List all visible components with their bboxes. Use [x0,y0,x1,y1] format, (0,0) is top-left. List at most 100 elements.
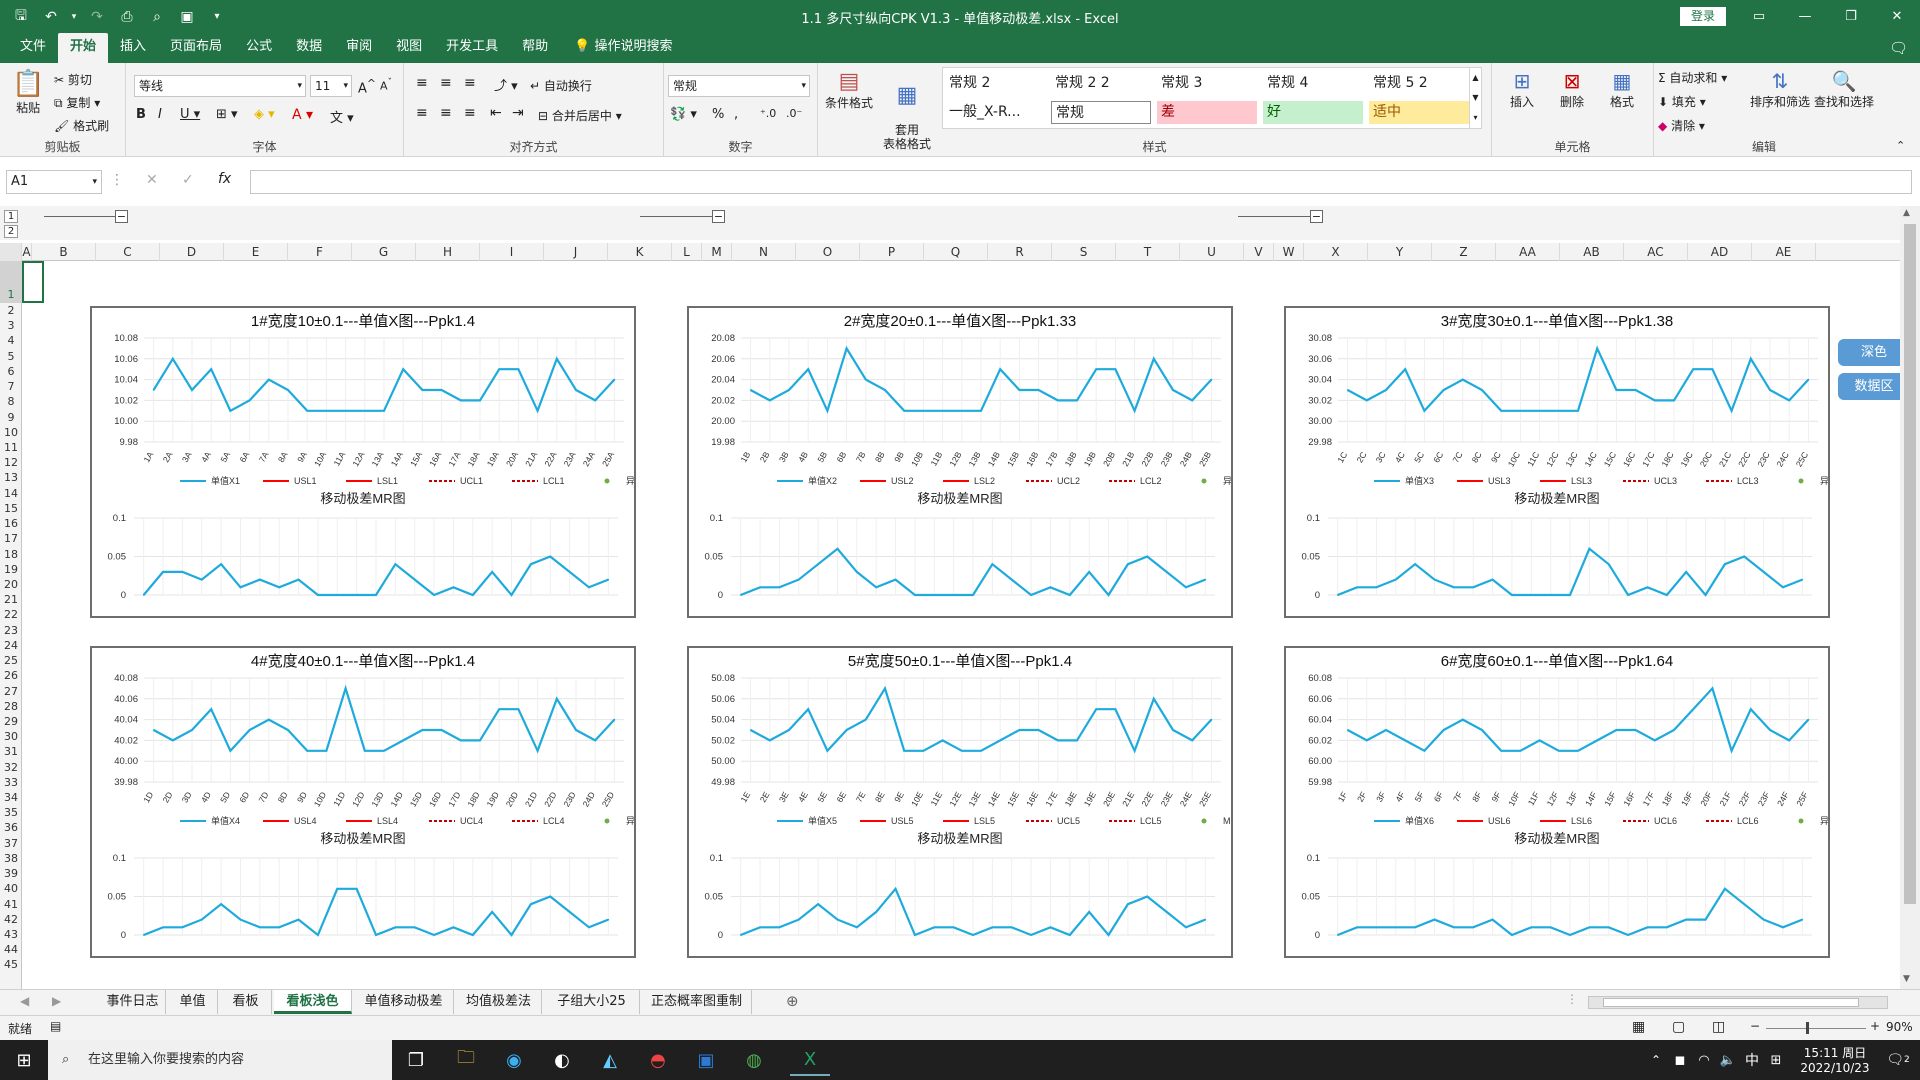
col-header-D[interactable]: D [160,243,224,261]
percent-icon[interactable]: % [712,107,725,122]
row-header-35[interactable]: 35 [4,806,18,820]
row-header-27[interactable]: 27 [4,684,18,698]
style-cell-normal[interactable]: 常规 [1051,101,1151,124]
row-header-7[interactable]: 7 [7,380,15,394]
col-header-U[interactable]: U [1180,243,1244,261]
row-header-25[interactable]: 25 [4,654,18,668]
row-header-3[interactable]: 3 [7,319,15,333]
tab-home[interactable]: 开始 [58,33,109,63]
tab-help[interactable]: 帮助 [522,39,549,54]
col-header-V[interactable]: V [1244,243,1274,261]
row-header-34[interactable]: 34 [4,791,18,805]
tab-developer[interactable]: 开发工具 [446,39,499,54]
fill-color-icon[interactable]: ◈ ▾ [254,107,275,122]
sheet-tab-2[interactable]: 单值 [168,990,218,1014]
prev-sheet-icon[interactable]: ◀ [20,994,30,1008]
paste-button[interactable]: 📋 粘贴 [12,69,44,116]
row-header-23[interactable]: 23 [4,623,18,637]
col-header-X[interactable]: X [1304,243,1368,261]
insert-function-icon[interactable]: fx [218,171,232,187]
row-header-41[interactable]: 41 [4,897,18,911]
font-size-select[interactable]: 11 ▾ [310,75,352,97]
style-cell-5[interactable]: 常规 5 2 [1369,72,1469,95]
tab-page-layout[interactable]: 页面布局 [170,39,223,54]
select-all-corner[interactable] [0,243,22,261]
comments-icon[interactable]: 🗨 [1888,39,1908,57]
font-color-icon[interactable]: A ▾ [292,107,314,123]
sheet-tab-3[interactable]: 看板 [220,990,272,1014]
row-header-5[interactable]: 5 [7,349,15,363]
sheet-tab-5[interactable]: 单值移动极差 [354,990,454,1014]
increase-decimal-icon[interactable]: ⁺.0 [760,107,777,120]
zoom-slider-thumb[interactable] [1806,1022,1809,1034]
insert-cells-button[interactable]: ⊞ 插入 [1502,69,1542,110]
confirm-entry-icon[interactable]: ✓ [182,172,194,188]
more-options-icon[interactable]: ⋮ [110,172,124,188]
chart-2[interactable]: 2#宽度20±0.1---单值X图---Ppk1.33 19.98 20.00 20.… [687,306,1256,618]
row-header-12[interactable]: 12 [4,456,18,470]
ime-indicator[interactable]: 中 [1745,1053,1759,1069]
align-left-icon[interactable]: ≡ [416,105,428,121]
row-header-45[interactable]: 45 [4,958,18,972]
col-header-F[interactable]: F [288,243,352,261]
font-name-select[interactable]: 等线 ▾ [134,75,306,97]
tell-me-search[interactable]: 💡 操作说明搜索 [574,33,672,63]
row-header-16[interactable]: 16 [4,517,18,531]
autosum-button[interactable]: Σ 自动求和 ▾ [1658,71,1728,85]
align-right-icon[interactable]: ≡ [464,105,476,121]
col-header-AB[interactable]: AB [1560,243,1624,261]
sheet-tab-7[interactable]: 子组大小25 [544,990,640,1014]
app-icon-4[interactable]: ▣ [697,1049,715,1071]
minimize-icon[interactable]: — [1798,9,1812,24]
conditional-format-button[interactable]: ▤ 条件格式 [824,69,874,111]
row-header-24[interactable]: 24 [4,638,18,652]
col-header-R[interactable]: R [988,243,1052,261]
col-header-S[interactable]: S [1052,243,1116,261]
shrink-font-icon[interactable]: Aˇ [380,77,393,93]
col-header-J[interactable]: J [544,243,608,261]
chart-1[interactable]: 1#宽度10±0.1---单值X图---Ppk1.4 9.98 10.00 10.02… [90,306,659,618]
row-header-22[interactable]: 22 [4,608,18,622]
row-header-28[interactable]: 28 [4,699,18,713]
clear-button[interactable]: ◆ 清除 ▾ [1658,119,1705,133]
row-header-10[interactable]: 10 [4,425,18,439]
next-sheet-icon[interactable]: ▶ [52,994,62,1008]
row-header-4[interactable]: 4 [7,334,15,348]
tab-insert[interactable]: 插入 [120,39,147,54]
col-header-O[interactable]: O [796,243,860,261]
col-header-E[interactable]: E [224,243,288,261]
orientation-icon[interactable]: ⤴ ▾ [494,79,518,94]
col-header-T[interactable]: T [1116,243,1180,261]
formula-input[interactable] [250,170,1912,194]
fill-button[interactable]: ⬇ 填充 ▾ [1658,95,1706,109]
ime-grid-icon[interactable]: ⊞ [1770,1052,1782,1068]
merge-center-button[interactable]: ⊟ 合并后居中 ▾ [538,109,622,123]
row-header-42[interactable]: 42 [4,912,18,926]
row-header-17[interactable]: 17 [4,532,18,546]
col-header-Y[interactable]: Y [1368,243,1432,261]
col-header-A[interactable]: A [22,243,32,261]
col-header-AC[interactable]: AC [1624,243,1688,261]
style-cell-2[interactable]: 常规 2 2 [1051,72,1151,95]
collapse-group-1[interactable]: − [115,210,128,223]
vertical-scrollbar[interactable]: ▲ ▼ [1900,206,1920,989]
format-cells-button[interactable]: ▦ 格式 [1602,69,1642,110]
tray-app-icon[interactable]: ◼ [1674,1052,1686,1068]
comma-style-icon[interactable]: , [734,107,739,122]
zoom-in-icon[interactable]: + [1870,1019,1881,1033]
number-format-select[interactable]: 常规 ▾ [668,75,810,97]
col-header-Z[interactable]: Z [1432,243,1496,261]
row-header-2[interactable]: 2 [7,304,15,317]
row-header-40[interactable]: 40 [4,882,18,896]
col-header-N[interactable]: N [732,243,796,261]
tab-formulas[interactable]: 公式 [246,39,273,54]
cancel-entry-icon[interactable]: ✕ [146,172,158,188]
gallery-scroll[interactable]: ▲ ▼ ▾ [1469,68,1481,128]
row-header-32[interactable]: 32 [4,760,18,774]
col-header-I[interactable]: I [480,243,544,261]
grow-font-icon[interactable]: A^ [358,77,376,97]
row-header-31[interactable]: 31 [4,745,18,759]
collapse-ribbon-icon[interactable]: ⌃ [1896,139,1906,152]
row-header-43[interactable]: 43 [4,928,18,942]
phonetic-icon[interactable]: 文 ▾ [330,111,354,126]
